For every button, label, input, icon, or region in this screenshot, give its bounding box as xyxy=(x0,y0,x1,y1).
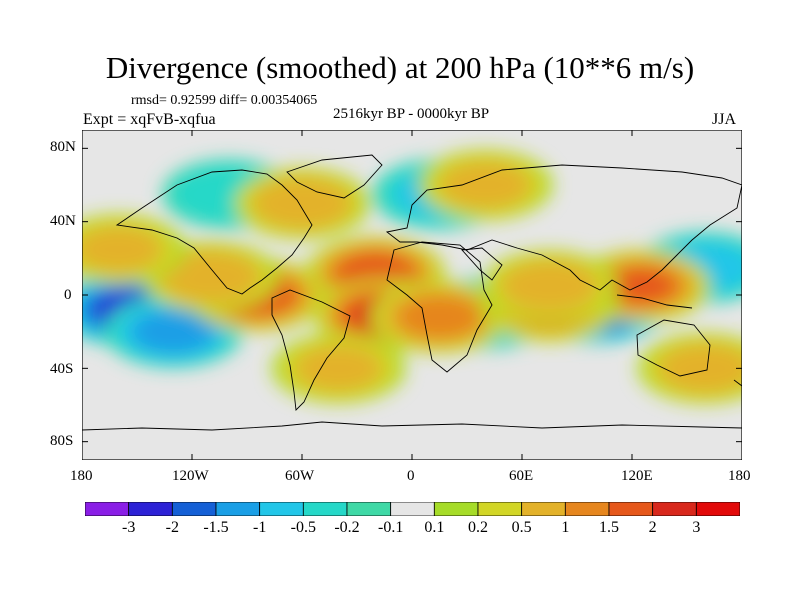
colorbar-swatch xyxy=(215,502,261,516)
field-contour xyxy=(82,226,163,273)
lat-label-80s: 80S xyxy=(50,433,74,449)
experiment-label: Expt = xqFvB-xqfua xyxy=(83,111,216,128)
colorbar-label: -0.5 xyxy=(290,519,316,536)
colorbar-label: -3 xyxy=(122,519,136,536)
colorbar-label: 0.1 xyxy=(424,519,445,536)
plot-title: Divergence (smoothed) at 200 hPa (10**6 … xyxy=(105,50,695,85)
colorbar-label: 2 xyxy=(648,519,657,536)
colorbar-label: 1 xyxy=(561,519,570,536)
field-contour xyxy=(160,250,261,303)
divergence-field xyxy=(82,149,742,404)
colorbar-swatch xyxy=(433,502,479,516)
axis-ticks xyxy=(82,130,742,460)
field-contour xyxy=(500,260,599,312)
lon-label-120w: 120W xyxy=(172,468,209,484)
coastline-antarctica xyxy=(82,421,742,431)
coastline-eurasia xyxy=(385,164,742,291)
coastline-africa xyxy=(386,241,493,373)
colorbar-swatch xyxy=(652,502,697,516)
colorbar-label: 1.5 xyxy=(599,519,619,536)
colorbar-swatch xyxy=(608,502,654,516)
colorbar-label: -2 xyxy=(165,519,179,536)
lon-label-180w: 180 xyxy=(70,468,93,484)
field-contour xyxy=(658,343,742,394)
colorbar-label: -0.1 xyxy=(378,519,404,536)
colorbar-swatch xyxy=(85,502,130,516)
lon-label-60w: 60W xyxy=(285,468,315,484)
coastline-arabia xyxy=(461,247,503,281)
colorbar-label: -1 xyxy=(253,519,267,536)
colorbar-swatch xyxy=(477,502,523,516)
colorbar-label: 0.5 xyxy=(511,519,532,536)
period-label: 2516kyr BP - 0000kyr BP xyxy=(332,106,490,122)
lon-label-180e: 180 xyxy=(728,468,751,484)
colorbar-label: 3 xyxy=(692,519,701,536)
coastline-new-zealand xyxy=(733,379,742,387)
field-contour xyxy=(608,268,675,304)
field-contour xyxy=(251,177,353,230)
lat-label-40n: 40N xyxy=(50,213,76,229)
coastline-indonesia xyxy=(616,294,693,309)
field-contour xyxy=(131,309,216,354)
colorbar-swatch xyxy=(390,502,435,516)
lat-label-eq: 0 xyxy=(64,287,72,303)
colorbar-swatch xyxy=(346,502,392,516)
lon-label-60e: 60E xyxy=(509,468,534,484)
colorbar-swatch xyxy=(302,502,348,516)
colorbar-label: -0.2 xyxy=(334,519,360,536)
coastlines xyxy=(82,154,742,431)
colorbar-swatch xyxy=(128,502,173,516)
lon-label-120e: 120E xyxy=(621,468,653,484)
colorbar-swatch xyxy=(171,502,217,516)
coastline-greenland xyxy=(286,154,383,199)
colorbar-label: 0.2 xyxy=(468,519,488,536)
lat-label-40s: 40S xyxy=(50,361,74,377)
season-label: JJA xyxy=(712,111,737,128)
divergence-map xyxy=(82,130,742,460)
field-contour xyxy=(295,345,383,392)
colorbar-swatch xyxy=(695,502,740,516)
colorbar-swatch xyxy=(564,502,610,516)
coastline-south-america xyxy=(271,289,351,411)
colorbar-swatch xyxy=(259,502,304,516)
lat-label-80n: 80N xyxy=(50,139,76,155)
field-contour xyxy=(396,294,483,340)
colorbar-swatch xyxy=(521,502,566,516)
colorbar xyxy=(85,502,740,516)
coastline-australia xyxy=(636,319,711,377)
coastline-north-america xyxy=(115,169,313,295)
stats-label: rmsd= 0.92599 diff= 0.00354065 xyxy=(131,93,318,108)
lon-label-0: 0 xyxy=(407,468,415,484)
field-contour xyxy=(439,161,531,209)
colorbar-label: -1.5 xyxy=(203,519,229,536)
